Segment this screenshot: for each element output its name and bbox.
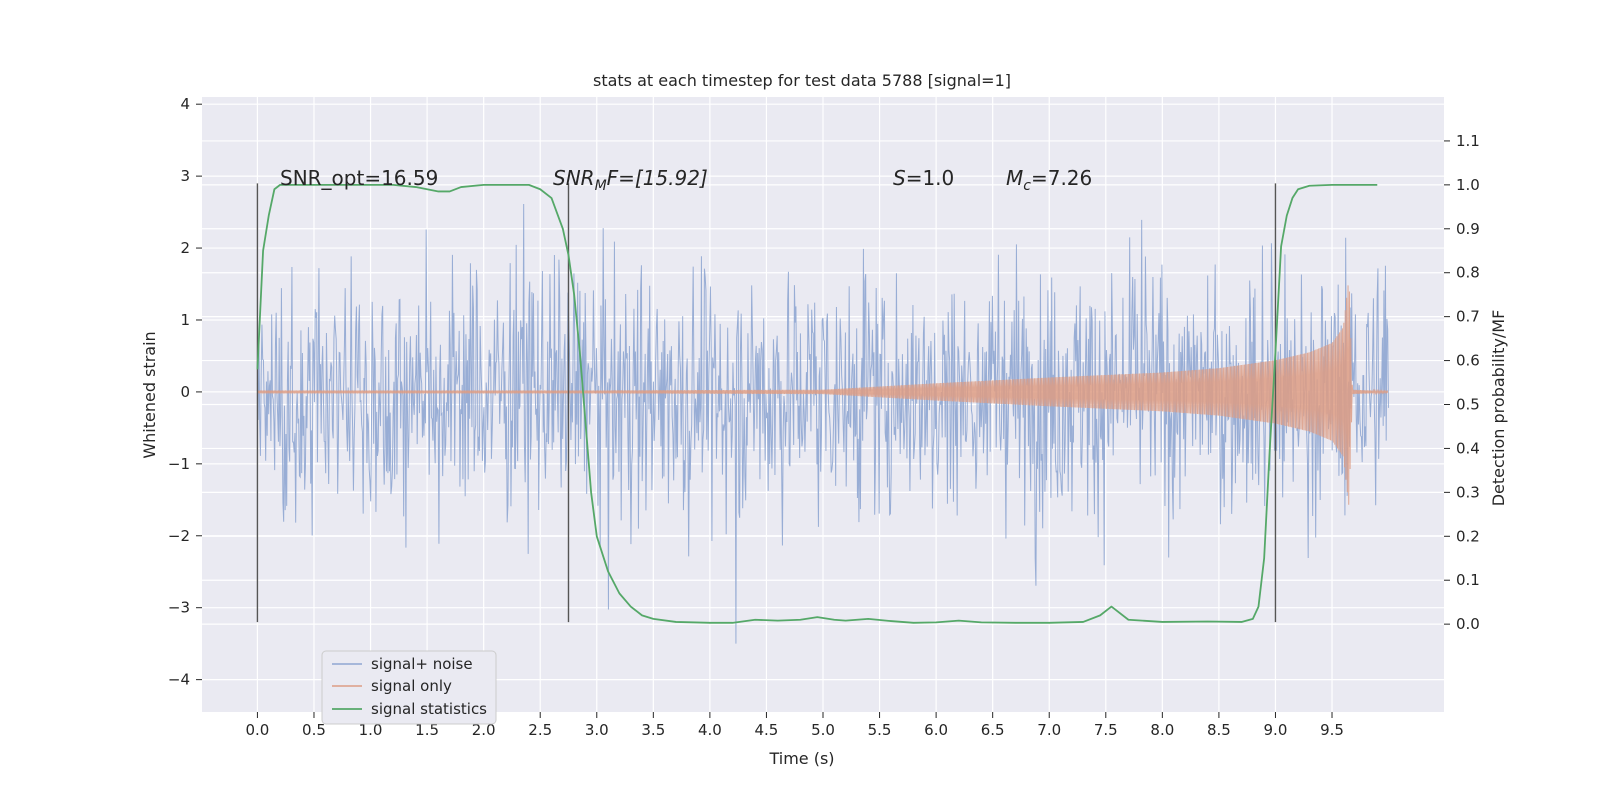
annotation-snr-opt: SNR_opt=16.59 [280,166,438,190]
y-tick-label-left: −2 [168,527,190,545]
y-tick-label-left: 4 [180,95,190,113]
x-tick-label: 9.0 [1264,721,1288,739]
y-tick-label-right: 0.2 [1456,527,1480,545]
series-signal-only [256,285,1389,505]
y-tick-label-right: 0.6 [1456,352,1480,370]
x-axis-label: Time (s) [768,749,834,768]
series-signal-statistics [256,183,1378,624]
x-tick-label: 2.0 [472,721,496,739]
x-tick-label: 7.0 [1037,721,1061,739]
x-tick-label: 3.5 [641,721,665,739]
legend-box [321,650,497,725]
y-axis-label-left: Whitened strain [140,331,159,458]
y-tick-label-left: 0 [180,383,190,401]
x-tick-label: 8.0 [1150,721,1174,739]
legend-label-signal-noise: signal+ noise [371,655,473,673]
y-tick-label-left: −4 [168,671,190,689]
x-tick-label: 0.0 [245,721,269,739]
x-tick-label: 3.0 [585,721,609,739]
annotation-s: S=1.0 [893,166,954,190]
x-tick-label: 7.5 [1094,721,1118,739]
x-tick-label: 6.0 [924,721,948,739]
x-tick-label: 5.0 [811,721,835,739]
annotation-mc: Mc=7.26 [1006,166,1092,194]
y-axis-label-right: Detection probability/MF [1489,310,1508,507]
legend: signal+ noise signal only signal statist… [321,650,497,725]
y-tick-label-left: −1 [168,455,190,473]
legend-label-signal-only: signal only [371,677,452,695]
signal-only-line [256,285,1389,505]
x-tick-label: 4.5 [755,721,779,739]
x-tick-label: 4.0 [698,721,722,739]
y-tick-label-right: 1.1 [1456,132,1480,150]
x-tick-label: 0.5 [302,721,326,739]
x-tick-label: 9.5 [1320,721,1344,739]
x-tick-label: 1.5 [415,721,439,739]
chart-title: stats at each timestep for test data 578… [593,71,1011,90]
y-tick-label-right: 0.1 [1456,571,1480,589]
y-tick-label-left: −3 [168,599,190,617]
series-signal-noise [256,204,1389,644]
y-tick-label-left: 3 [180,167,190,185]
y-tick-label-right: 0.5 [1456,396,1480,414]
y-tick-label-left: 1 [180,311,190,329]
signal-statistics-line [256,183,1378,624]
x-tick-label: 2.5 [528,721,552,739]
x-tick-label: 8.5 [1207,721,1231,739]
x-tick-label: 1.0 [359,721,383,739]
legend-label-signal-statistics: signal statistics [371,700,487,718]
x-tick-label: 5.5 [868,721,892,739]
x-tick-label: 6.5 [981,721,1005,739]
axis-ticks: 0.0 0.5 1.0 1.5 2.0 2.5 3.0 3.5 4.0 4.5 5.0 5.5 6.0 6… [168,95,1480,739]
signal-noise-line [256,204,1389,644]
y-tick-label-right: 0.7 [1456,308,1480,326]
y-tick-label-right: 0.8 [1456,264,1480,282]
y-tick-label-left: 2 [180,239,190,257]
y-tick-label-right: 0.0 [1456,615,1480,633]
y-tick-label-right: 1.0 [1456,176,1480,194]
annotation-snr-mf: SNRMF=[15.92] [553,166,708,194]
y-tick-label-right: 0.9 [1456,220,1480,238]
y-tick-label-right: 0.3 [1456,483,1480,501]
y-tick-label-right: 0.4 [1456,439,1480,457]
